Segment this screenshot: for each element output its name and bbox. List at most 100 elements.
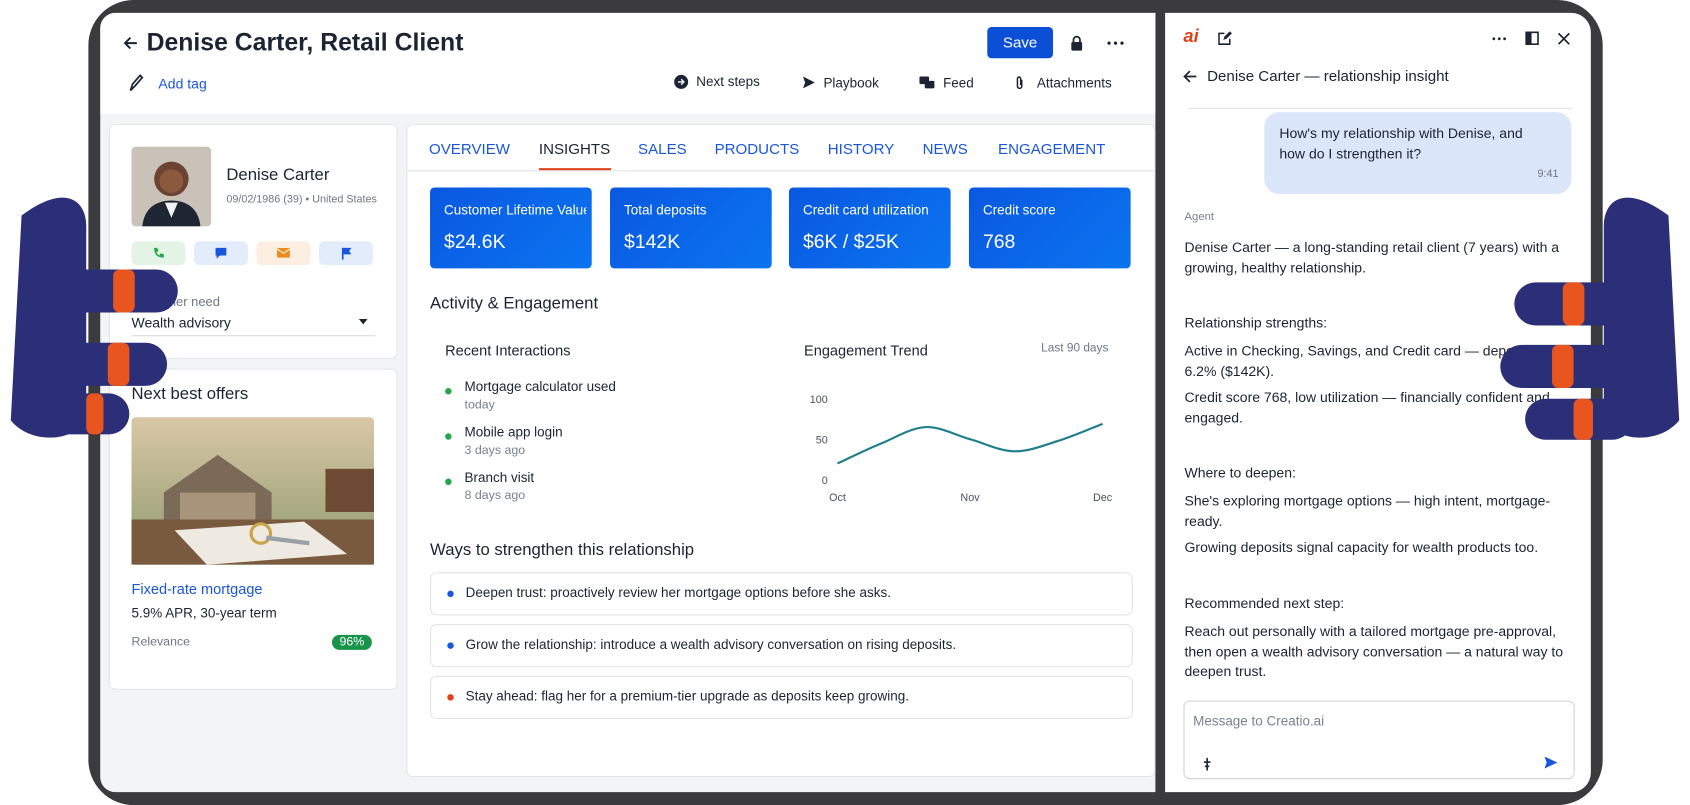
suggestion[interactable]: Deepen trust: proactively review her mor… xyxy=(430,572,1133,616)
x-tick-label: Nov xyxy=(960,492,980,504)
dock-icon[interactable] xyxy=(1525,31,1539,45)
chart-subtitle: Last 90 days xyxy=(1041,341,1109,355)
interaction-title: Branch visit xyxy=(464,469,535,486)
need-label: Customer need xyxy=(131,294,220,310)
tab[interactable]: SALES xyxy=(638,140,687,158)
suggestion-dot xyxy=(447,642,454,649)
agent-heading: Where to deepen: xyxy=(1184,464,1296,481)
chat-input[interactable]: Message to Creatio.ai xyxy=(1183,700,1575,780)
engagement-chart: 0 50 100 Oct Nov Dec xyxy=(810,394,1113,504)
playbook-icon xyxy=(802,76,815,89)
header: Denise Carter, Retail Client Save Add ta… xyxy=(100,12,1156,115)
kpi-tile: Total deposits $142K xyxy=(610,187,772,269)
avatar xyxy=(131,146,212,227)
kpi-tile: Credit card utilization $6K / $25K xyxy=(788,187,951,269)
agent-text: Denise Carter — a long-standing retail c… xyxy=(1184,239,1560,276)
call-button[interactable] xyxy=(131,241,186,266)
tab[interactable]: ENGAGEMENT xyxy=(998,140,1106,158)
interaction-time: 3 days ago xyxy=(464,444,526,457)
activity-title: Activity & Engagement xyxy=(430,294,599,313)
new-chat-icon[interactable] xyxy=(1217,31,1232,46)
attach-icon[interactable] xyxy=(1203,757,1212,771)
user-message-text: How's my relationship with Denise, and h… xyxy=(1279,125,1523,162)
agent-heading: Recommended next step: xyxy=(1184,594,1345,612)
suggestion-text: Deepen trust: proactively review her mor… xyxy=(465,585,891,601)
tab-divider xyxy=(407,170,1155,172)
record-page: Denise Carter, Retail Client Save Add ta… xyxy=(100,12,1156,793)
trend-line xyxy=(837,422,1103,465)
kpi-label: Credit card utilization xyxy=(802,202,929,218)
kpi-tile: Customer Lifetime Value $24.6K xyxy=(430,187,592,269)
offer-image xyxy=(131,417,374,565)
save-button[interactable]: Save xyxy=(987,26,1054,59)
add-tag[interactable]: Add tag xyxy=(158,75,207,92)
x-tick-label: Dec xyxy=(1093,492,1113,504)
offer-terms: 5.9% APR, 30-year term xyxy=(131,605,277,621)
more-icon[interactable] xyxy=(1492,37,1507,41)
kpi-value: $142K xyxy=(624,230,681,253)
relevance-badge: 96% xyxy=(331,634,372,650)
interaction-title: Mortgage calculator used xyxy=(464,379,616,395)
action-playbook[interactable]: Playbook xyxy=(823,75,879,91)
suggestion-dot xyxy=(447,590,454,598)
flag-button[interactable] xyxy=(319,241,373,266)
suggestion-text: Stay ahead: flag her for a premium-tier … xyxy=(465,688,909,704)
chat-placeholder: Message to Creatio.ai xyxy=(1193,713,1325,729)
tab-active[interactable]: INSIGHTS xyxy=(538,140,611,158)
lock-icon[interactable] xyxy=(1069,34,1084,51)
profile-card: Denise Carter 09/02/1986 (39) • United S… xyxy=(108,123,398,359)
tab[interactable]: PRODUCTS xyxy=(714,140,800,158)
y-tick-label: 100 xyxy=(810,394,828,406)
status-dot xyxy=(445,433,452,440)
kpi-tile: Credit score 768 xyxy=(968,187,1131,269)
interaction-title: Mobile app login xyxy=(464,424,563,440)
tab[interactable]: HISTORY xyxy=(827,140,895,158)
insights-card: OVERVIEW INSIGHTS SALES PRODUCTS HISTORY… xyxy=(406,123,1156,778)
tab[interactable]: NEWS xyxy=(922,140,968,158)
agent-text: Reach out personally with a tailored mor… xyxy=(1184,622,1564,680)
field-underline xyxy=(131,335,376,337)
kpi-label: Customer Lifetime Value xyxy=(444,202,587,218)
ai-logo: ai xyxy=(1183,25,1199,47)
email-button[interactable] xyxy=(256,241,311,266)
client-name: Denise Carter xyxy=(226,165,330,185)
agent-text: Growing deposits signal capacity for wea… xyxy=(1184,538,1539,556)
need-value[interactable]: Wealth advisory xyxy=(131,314,231,331)
client-details: 09/02/1986 (39) • United States xyxy=(226,194,377,206)
more-icon[interactable] xyxy=(1107,40,1124,46)
kpi-value: 768 xyxy=(982,230,1016,253)
interaction-time: 8 days ago xyxy=(464,489,526,503)
ways-title: Ways to strengthen this relationship xyxy=(430,541,695,560)
suggestion-dot xyxy=(447,694,454,701)
action-attachments[interactable]: Attachments xyxy=(1036,75,1112,91)
tag-icon[interactable] xyxy=(127,73,144,92)
y-tick-label: 50 xyxy=(816,435,828,447)
ai-panel: ai Denise Carter — relationship insight … xyxy=(1165,12,1591,793)
send-icon[interactable] xyxy=(1543,756,1558,770)
chat-title: Denise Carter — relationship insight xyxy=(1207,66,1449,85)
offers-title: Next best offers xyxy=(131,384,249,404)
suggestion[interactable]: Grow the relationship: introduce a wealt… xyxy=(430,624,1133,668)
agent-text: She's exploring mortgage options — high … xyxy=(1184,492,1551,529)
close-icon[interactable] xyxy=(1557,32,1570,45)
suggestion[interactable]: Stay ahead: flag her for a premium-tier … xyxy=(430,675,1133,719)
kpi-value: $24.6K xyxy=(444,230,506,253)
interaction-time: today xyxy=(464,398,495,412)
action-feed[interactable]: Feed xyxy=(943,75,974,91)
dropdown-icon[interactable] xyxy=(358,319,370,325)
recent-title: Recent Interactions xyxy=(445,342,571,359)
agent-heading: Relationship strengths: xyxy=(1184,314,1328,331)
status-dot xyxy=(445,478,452,486)
action-next-steps[interactable]: Next steps xyxy=(696,74,760,90)
record-title: Denise Carter, Retail Client xyxy=(146,28,464,57)
offer-title[interactable]: Fixed-rate mortgage xyxy=(131,580,263,598)
back-icon[interactable] xyxy=(122,34,139,51)
y-tick-label: 0 xyxy=(822,475,828,487)
back-icon[interactable] xyxy=(1182,69,1197,84)
tab[interactable]: OVERVIEW xyxy=(428,140,511,158)
status-dot xyxy=(445,388,452,395)
message-button[interactable] xyxy=(194,241,248,266)
chat-divider xyxy=(1187,107,1573,109)
offers-card: Next best offers Fixed-rate mortgage 5.9… xyxy=(108,368,398,690)
